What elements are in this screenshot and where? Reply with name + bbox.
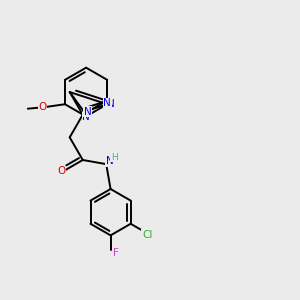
Text: Cl: Cl	[142, 230, 152, 240]
Text: N: N	[82, 112, 90, 122]
Text: H: H	[111, 153, 118, 162]
Text: N: N	[107, 99, 115, 109]
Text: N: N	[106, 156, 114, 167]
Text: O: O	[58, 166, 66, 176]
Text: F: F	[113, 248, 119, 258]
Text: N: N	[84, 107, 92, 117]
Text: O: O	[39, 102, 47, 112]
Text: N: N	[103, 98, 111, 108]
